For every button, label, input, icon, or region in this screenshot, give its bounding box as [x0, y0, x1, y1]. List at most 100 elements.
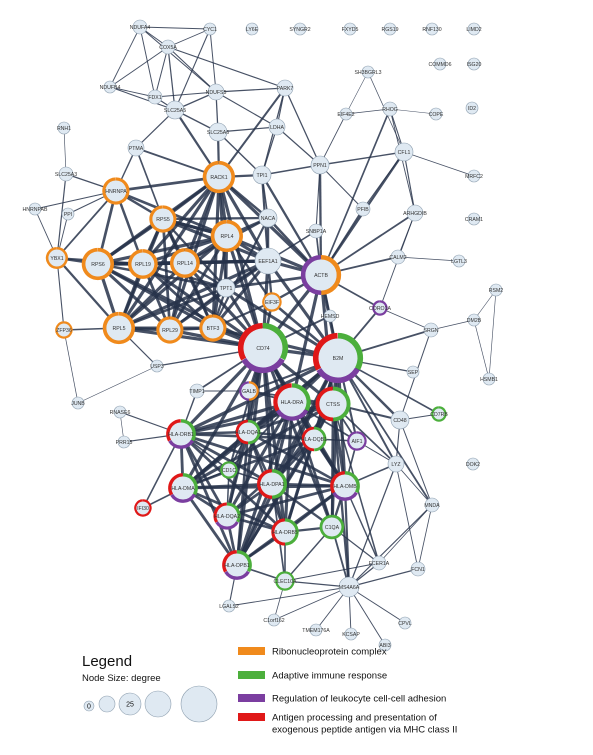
node-fcer1a[interactable]: FCER1A [369, 555, 390, 571]
node-rpl5[interactable]: RPL5 [102, 311, 135, 345]
node-hla-dra[interactable]: HLA-DRA [273, 383, 311, 421]
node-btf3[interactable]: BTF3 [199, 314, 227, 342]
node-prr15[interactable]: PRR15 [116, 435, 133, 449]
node-park7[interactable]: PARK7 [277, 79, 294, 97]
node-id2[interactable]: ID2 [465, 101, 479, 115]
node-isg20[interactable]: ISG20 [467, 57, 482, 71]
node-junb[interactable]: JUNB [71, 396, 85, 410]
node-lgtl3[interactable]: LGTL3 [451, 254, 467, 268]
node-lgals2[interactable]: LGALS2 [219, 599, 239, 613]
node-abi3[interactable]: ABI3 [378, 638, 392, 652]
node-rack1[interactable]: RACK1 [202, 160, 235, 194]
node-syngr2[interactable]: SYNGR2 [289, 22, 311, 36]
node-hnrnpa[interactable]: HNRNPA [102, 177, 130, 205]
node-ldha[interactable]: LDHA [268, 118, 286, 136]
node-hla-dqa2[interactable]: HLA-DQA2 [213, 502, 241, 530]
node-hla-dpa1[interactable]: HLA-DPA1 [256, 469, 288, 499]
node-rnh1[interactable]: RNH1 [57, 121, 71, 135]
node-slc25a3[interactable]: SLC25A3 [55, 166, 77, 182]
node-sh3bgrl3[interactable]: SH3BGRL3 [354, 65, 382, 79]
node-dm2b[interactable]: DM2B [467, 313, 482, 327]
node-dok2[interactable]: DOK2 [466, 457, 480, 471]
node-pfib[interactable]: PFIB [355, 201, 371, 217]
node-clec10a[interactable]: CLEC10A [273, 571, 297, 591]
node-commd6[interactable]: COMMD6 [428, 57, 452, 71]
node-rgs19[interactable]: RGS19 [381, 22, 399, 36]
node-arhgdib[interactable]: ARHGDIB [403, 204, 427, 222]
node-cd1c[interactable]: CD1C [220, 461, 238, 479]
node-ndufa4[interactable]: NDUFA4 [130, 19, 151, 35]
node-rps5[interactable]: RPS5 [149, 205, 177, 233]
node-ifi30[interactable]: IFI30 [134, 499, 152, 517]
node-rpl29[interactable]: RPL29 [156, 316, 184, 344]
node-eif4e2[interactable]: EIF4E2 [337, 107, 355, 121]
node-hla-drb5[interactable]: HLA-DRB5 [271, 518, 299, 546]
node-rpl4[interactable]: RPL4 [210, 219, 243, 253]
node-rnase6[interactable]: RNASE6 [110, 405, 131, 419]
node-usp3[interactable]: USP3 [150, 359, 164, 373]
node-fdx1[interactable]: FDX1 [147, 89, 163, 105]
node-cpvl[interactable]: CPVL [398, 616, 412, 630]
node-ly6e[interactable]: LY6E [245, 22, 259, 36]
node-c1qa[interactable]: C1QA [319, 514, 345, 540]
node-sep[interactable]: SEP [406, 365, 420, 379]
node-hemsd[interactable]: HEMSD [321, 309, 340, 323]
node-cd74[interactable]: CD74 [237, 322, 289, 374]
node-tmem176a[interactable]: TMEM176A [302, 623, 330, 637]
node-ptma[interactable]: PTMA [127, 139, 145, 157]
node-rpl19[interactable]: RPL19 [127, 249, 158, 279]
node-zfp36[interactable]: ZFP36 [55, 321, 73, 339]
node-cd7rb[interactable]: CD7RB [430, 406, 448, 422]
node-naca[interactable]: NACA [258, 208, 278, 228]
node-cyc1[interactable]: CYC1 [203, 22, 217, 36]
node-srgn[interactable]: SRGN [424, 322, 439, 338]
node-ndufs5[interactable]: NDUFS5 [206, 83, 227, 101]
node-hla-dqa1[interactable]: HLA-DQA1 [235, 419, 261, 445]
node-eef1a1[interactable]: EEF1A1 [254, 247, 282, 275]
node-fcn1[interactable]: FCN1 [410, 561, 426, 577]
node-mrfc2[interactable]: MRFC2 [465, 169, 483, 183]
node-hla-dqb1[interactable]: HLA-DQB1 [301, 426, 327, 452]
node-galb[interactable]: GALB [239, 381, 259, 401]
node-snbp1a[interactable]: SNBP1A [306, 223, 327, 239]
node-tpi1[interactable]: TPI1 [252, 165, 272, 185]
node-kcsap[interactable]: KCSAP [342, 627, 360, 641]
node-ybx1[interactable]: YBX1 [45, 246, 68, 269]
node-ppi[interactable]: PPI [61, 207, 75, 221]
node-ctss[interactable]: CTSS [315, 386, 351, 422]
node-ppn1[interactable]: PPN1 [310, 155, 330, 175]
node-hla-dmb[interactable]: HLA-DMB [330, 471, 360, 501]
node-ms4a6a[interactable]: MS4A6A [338, 576, 360, 598]
node-mnda[interactable]: MNDA [424, 497, 440, 513]
node-b2m[interactable]: B2M [312, 332, 364, 384]
node-timp1[interactable]: TIMP1 [189, 383, 205, 399]
node-rnf130[interactable]: RNF130 [422, 22, 442, 36]
node-tpt1[interactable]: TPT1 [216, 278, 236, 298]
node-hsmb1[interactable]: HSMB1 [480, 372, 498, 386]
node-slc25a6[interactable]: SLC25A6 [207, 122, 229, 142]
node-hnrnpab[interactable]: HNRNPAB [23, 202, 49, 216]
node-hla-drb1[interactable]: HLA-DRB1 [166, 419, 196, 449]
node-hla-dpb1[interactable]: HLA-DPB1 [222, 550, 252, 580]
node-calm2[interactable]: CALM2 [389, 249, 407, 265]
node-cox5a[interactable]: COX5A [159, 39, 177, 55]
node-cram1[interactable]: CRAM1 [465, 212, 483, 226]
node-aif1[interactable]: AIF1 [347, 431, 367, 451]
node-cope[interactable]: COPE [429, 107, 444, 121]
node-hla-dma[interactable]: HLA-DMA [168, 473, 198, 503]
node-cd48[interactable]: CD48 [390, 410, 410, 430]
node-cfl1[interactable]: CFL1 [394, 142, 414, 162]
node-rhog[interactable]: RHOG [382, 101, 398, 117]
node-rps6[interactable]: RPS6 [81, 247, 114, 281]
node-rpl14[interactable]: RPL14 [169, 248, 200, 278]
node-coro1a[interactable]: CORO1A [369, 300, 391, 316]
node-actb[interactable]: ACTB [300, 255, 342, 295]
node-slc25a5[interactable]: SLC25A5 [164, 100, 186, 120]
node-limd2[interactable]: LIMD2 [466, 22, 482, 36]
node-lyz[interactable]: LYZ [387, 455, 405, 473]
node-rsm2[interactable]: RSM2 [489, 283, 504, 297]
node-c1orf162[interactable]: C1orf162 [263, 613, 285, 627]
node-ndufb4[interactable]: NDUFB4 [100, 80, 121, 94]
node-fxyd5[interactable]: FXYD5 [342, 22, 359, 36]
node-eif3f[interactable]: EIF3F [262, 292, 282, 312]
